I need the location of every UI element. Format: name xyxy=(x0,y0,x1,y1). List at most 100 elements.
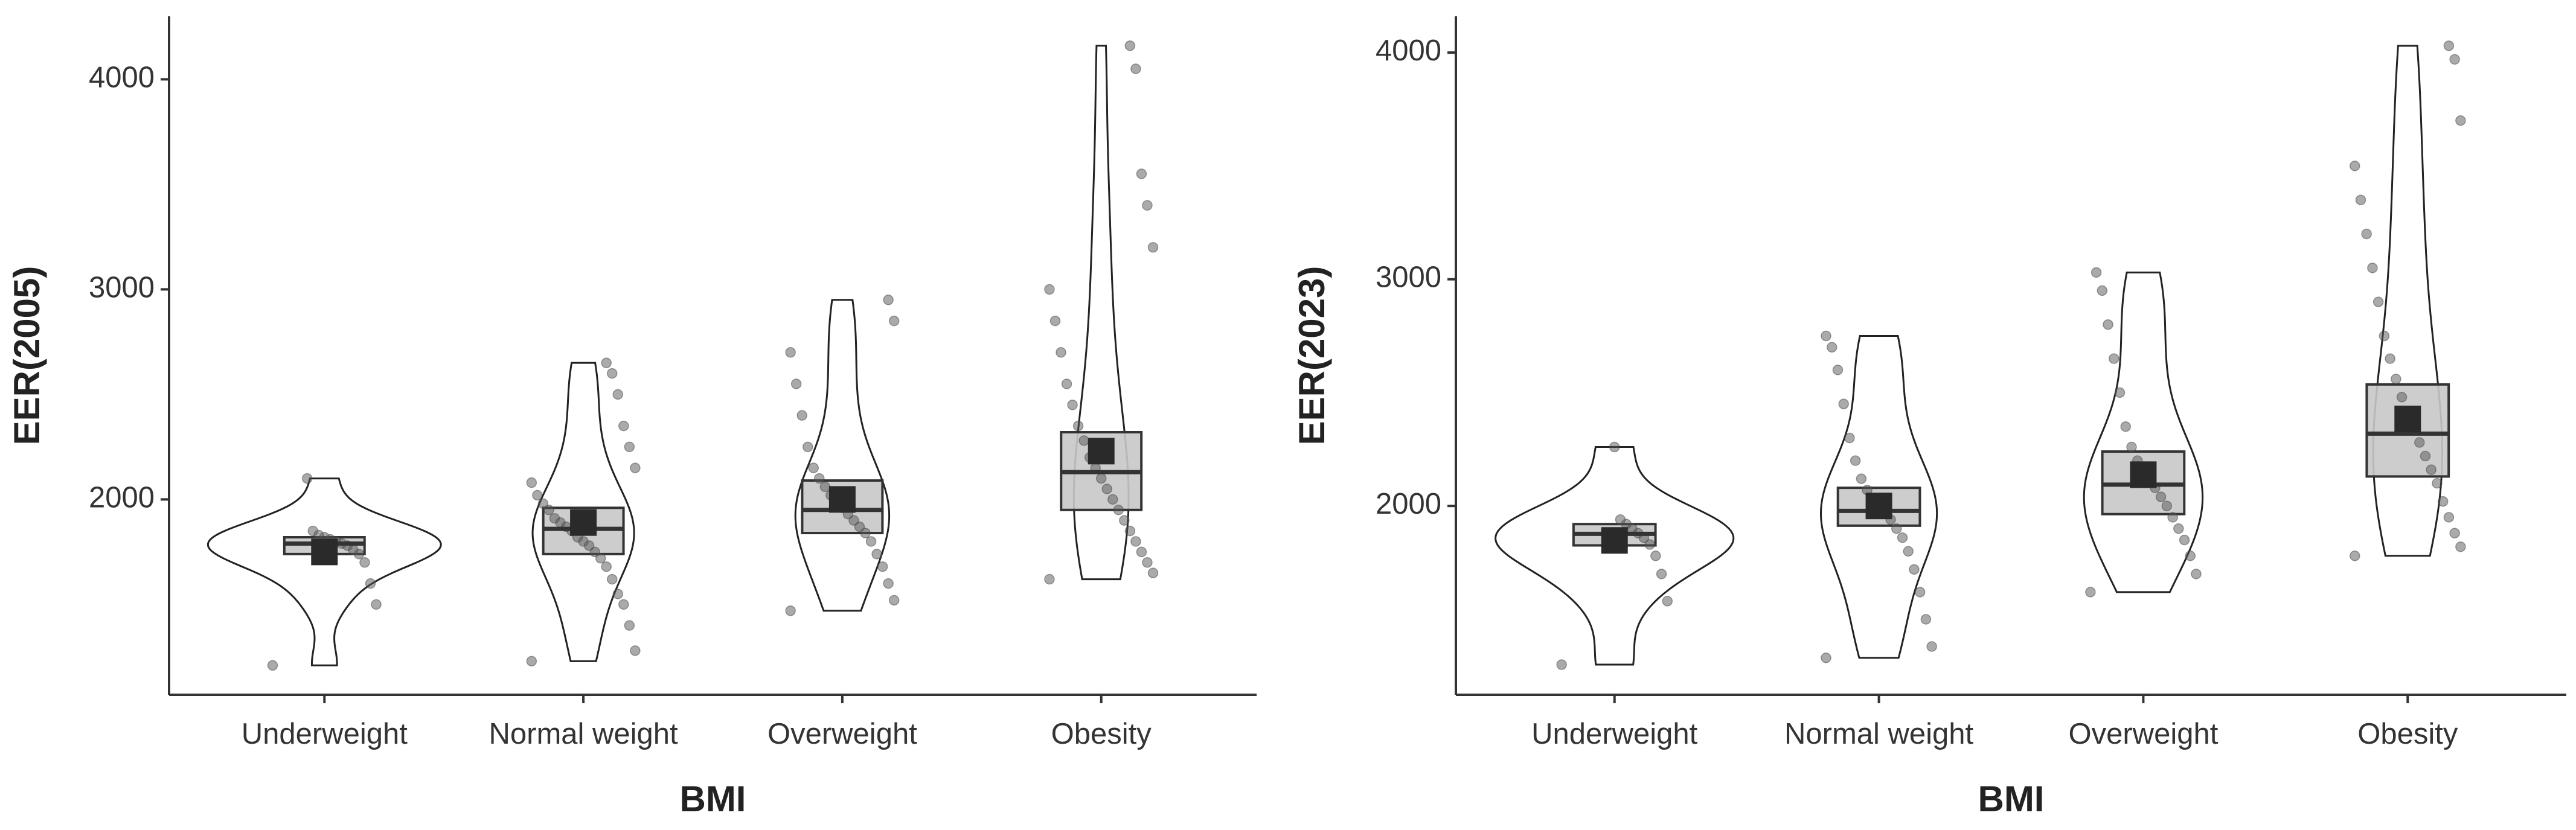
mean xyxy=(2394,405,2421,432)
point xyxy=(1891,523,1902,534)
point xyxy=(1044,284,1055,295)
x-tick-label: Overweight xyxy=(767,718,917,750)
mean xyxy=(2130,461,2157,488)
point xyxy=(877,561,888,572)
point xyxy=(1909,564,1920,575)
point xyxy=(1107,494,1118,505)
point xyxy=(1147,242,1159,253)
point xyxy=(2114,387,2126,398)
point xyxy=(808,462,819,473)
point xyxy=(1826,342,1837,353)
x-axis-title: BMI xyxy=(1978,779,2045,819)
point xyxy=(1136,546,1147,558)
point xyxy=(1056,347,1066,358)
point xyxy=(2126,441,2137,453)
point xyxy=(1130,536,1141,547)
point xyxy=(2385,353,2395,364)
point xyxy=(1044,573,1055,585)
point xyxy=(1147,567,1159,578)
point xyxy=(537,498,549,509)
point xyxy=(871,549,882,560)
point xyxy=(1838,398,1849,409)
point xyxy=(814,473,825,484)
point xyxy=(307,525,318,537)
point xyxy=(2437,496,2449,507)
point xyxy=(618,599,629,610)
x-tick-label: Underweight xyxy=(242,718,408,750)
point xyxy=(359,557,370,568)
point xyxy=(2449,528,2460,538)
x-tick-label: Underweight xyxy=(1531,718,1697,750)
point xyxy=(601,357,612,368)
violin xyxy=(794,299,891,612)
point xyxy=(624,620,635,631)
point xyxy=(1124,525,1136,537)
point xyxy=(2097,285,2108,296)
point xyxy=(2391,374,2401,385)
y-axis-title: EER(2023) xyxy=(1292,266,1332,445)
point xyxy=(2420,450,2431,462)
point xyxy=(888,595,900,606)
point xyxy=(2373,296,2384,307)
point xyxy=(1609,441,1620,453)
point xyxy=(1119,515,1130,526)
point xyxy=(1142,200,1153,211)
point xyxy=(1920,614,1932,625)
point xyxy=(365,578,376,589)
point xyxy=(1072,420,1084,432)
point xyxy=(790,378,802,389)
point xyxy=(2091,267,2102,278)
point xyxy=(2443,512,2455,523)
y-tick-label: 3000 xyxy=(89,271,155,304)
point xyxy=(2085,587,2096,598)
point xyxy=(1926,641,1937,652)
mean xyxy=(1088,438,1115,465)
point xyxy=(612,589,624,599)
x-tick-label: Normal weight xyxy=(489,718,679,750)
point xyxy=(1850,455,1861,466)
y-tick-label: 3000 xyxy=(1376,261,1441,294)
point xyxy=(1656,569,1667,579)
violin xyxy=(2372,45,2443,557)
violin xyxy=(531,362,635,662)
point xyxy=(2426,464,2437,475)
point xyxy=(2179,534,2190,546)
point xyxy=(1903,546,1914,557)
point xyxy=(624,441,635,453)
point xyxy=(371,599,382,610)
point xyxy=(1856,473,1867,484)
y-axis-title: EER(2005) xyxy=(7,266,47,445)
point xyxy=(601,561,612,572)
point xyxy=(1821,330,1831,342)
point xyxy=(2361,228,2372,240)
point xyxy=(1061,378,1072,389)
mean xyxy=(1865,493,1892,520)
point xyxy=(2455,115,2466,126)
y-tick-label: 2000 xyxy=(89,481,155,514)
point xyxy=(1136,168,1147,179)
point xyxy=(883,295,894,305)
point xyxy=(526,477,537,488)
x-tick-label: Obesity xyxy=(2357,718,2458,750)
point xyxy=(796,410,807,421)
point xyxy=(630,462,641,473)
point xyxy=(1124,40,1136,51)
violin xyxy=(207,477,442,666)
point xyxy=(618,420,629,432)
point xyxy=(267,660,278,671)
point xyxy=(2167,512,2178,523)
point xyxy=(2349,161,2360,171)
point xyxy=(2396,392,2408,403)
point xyxy=(2185,551,2196,561)
point xyxy=(2379,330,2390,342)
point xyxy=(301,473,313,484)
point xyxy=(2414,437,2425,448)
point xyxy=(785,605,796,616)
point xyxy=(549,512,560,524)
point xyxy=(2432,477,2443,489)
point xyxy=(888,315,900,327)
point xyxy=(2173,523,2184,534)
point xyxy=(865,536,877,547)
point xyxy=(1650,551,1661,561)
point xyxy=(2455,541,2466,552)
